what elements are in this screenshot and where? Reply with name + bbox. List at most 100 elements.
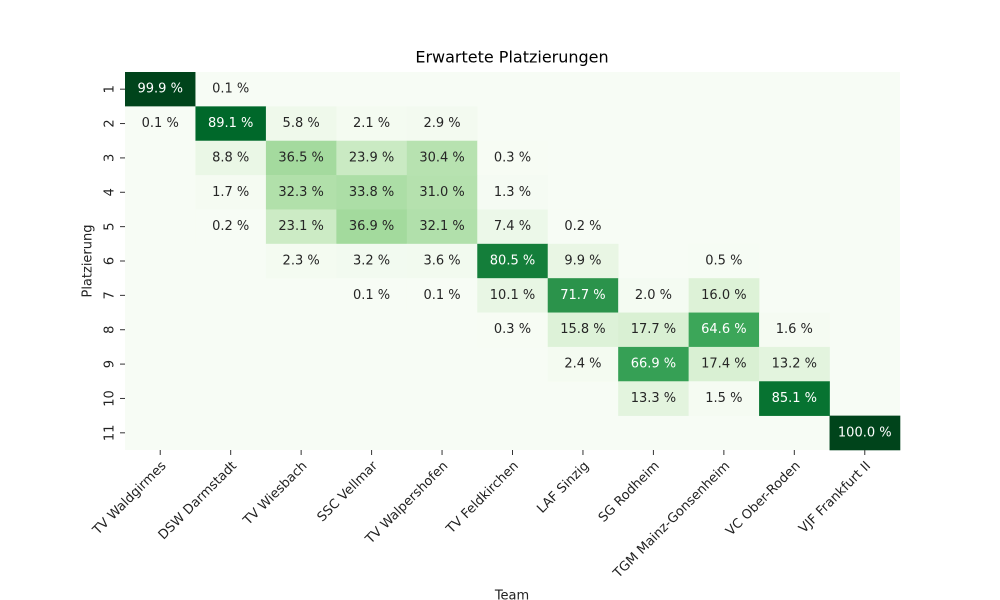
heatmap-cell bbox=[759, 381, 830, 416]
x-tick-label: SG Rodheim bbox=[596, 459, 663, 526]
cell-label: 80.5 % bbox=[490, 254, 535, 269]
cell-label: 85.1 % bbox=[772, 391, 817, 406]
heatmap-cell bbox=[547, 209, 619, 245]
heatmap-cell bbox=[195, 106, 267, 142]
x-tick-label: LAF Sinzig bbox=[534, 459, 592, 517]
cell-label: 13.3 % bbox=[631, 391, 676, 406]
heatmap-cell bbox=[406, 140, 478, 176]
chart-title: Erwartete Platzierungen bbox=[415, 48, 608, 67]
heatmap-cell bbox=[336, 106, 408, 142]
cell-label: 0.1 % bbox=[142, 116, 179, 131]
cell-label: 0.1 % bbox=[353, 288, 390, 303]
heatmap-cell bbox=[759, 312, 830, 348]
cell-label: 2.0 % bbox=[635, 288, 672, 303]
heatmap-cell bbox=[265, 140, 337, 176]
cell-label: 0.3 % bbox=[494, 322, 531, 337]
heatmap-cell bbox=[336, 278, 408, 313]
cell-label: 16.0 % bbox=[701, 288, 746, 303]
y-tick-label: 3 bbox=[103, 154, 118, 162]
x-tick-label: SSC Vellmar bbox=[315, 458, 382, 525]
heatmap-cell bbox=[688, 346, 760, 382]
cell-label: 31.0 % bbox=[419, 185, 464, 200]
cell-label: 23.1 % bbox=[278, 219, 323, 234]
x-tick-label: TGM Mainz-Gonsenheim bbox=[610, 459, 733, 582]
cell-label: 8.8 % bbox=[212, 150, 249, 165]
y-tick-label: 10 bbox=[103, 390, 118, 407]
cell-label: 1.5 % bbox=[705, 391, 742, 406]
cell-label: 3.2 % bbox=[353, 254, 390, 269]
y-tick-label: 5 bbox=[103, 222, 118, 230]
y-tick-label: 2 bbox=[103, 119, 118, 127]
cell-label: 1.6 % bbox=[776, 322, 813, 337]
heatmap-cell bbox=[477, 175, 549, 210]
heatmap-cell bbox=[688, 312, 760, 348]
cell-label: 2.1 % bbox=[353, 116, 390, 131]
y-tick-label: 8 bbox=[103, 326, 118, 334]
cell-label: 13.2 % bbox=[772, 357, 817, 372]
heatmap-cell bbox=[618, 346, 689, 382]
x-axis-label: Team bbox=[494, 589, 529, 600]
heatmap-cell bbox=[406, 106, 478, 142]
heatmap-cell bbox=[547, 346, 619, 382]
cell-label: 2.9 % bbox=[423, 116, 460, 131]
cell-label: 2.3 % bbox=[283, 254, 320, 269]
cell-label: 0.1 % bbox=[423, 288, 460, 303]
cell-label: 10.1 % bbox=[490, 288, 535, 303]
cell-label: 17.4 % bbox=[701, 357, 746, 372]
heatmap-cell bbox=[195, 209, 267, 245]
heatmap-cell bbox=[195, 140, 267, 176]
cell-label: 0.2 % bbox=[564, 219, 601, 234]
y-tick-label: 6 bbox=[103, 257, 118, 265]
cell-label: 89.1 % bbox=[208, 116, 253, 131]
heatmap-cell bbox=[618, 381, 689, 416]
cell-label: 0.1 % bbox=[212, 82, 249, 97]
cell-label: 99.9 % bbox=[138, 82, 183, 97]
heatmap-cell bbox=[547, 278, 619, 313]
cell-label: 1.7 % bbox=[212, 185, 249, 200]
cell-label: 0.2 % bbox=[212, 219, 249, 234]
cell-label: 5.8 % bbox=[283, 116, 320, 131]
heatmap-cell bbox=[336, 209, 408, 245]
y-axis-label: Platzierung bbox=[81, 224, 96, 297]
cell-label: 71.7 % bbox=[560, 288, 605, 303]
cell-label: 36.5 % bbox=[278, 150, 323, 165]
heatmap-cell bbox=[618, 278, 689, 313]
heatmap-cell bbox=[265, 106, 337, 142]
x-tick-label: VJF Frankfurt II bbox=[796, 459, 874, 537]
x-tick-label: TV Waldgirmes bbox=[89, 459, 169, 539]
cell-label: 15.8 % bbox=[560, 322, 605, 337]
heatmap-cell bbox=[618, 312, 689, 348]
cell-label: 66.9 % bbox=[631, 357, 676, 372]
heatmap-cell bbox=[547, 312, 619, 348]
heatmap-cell bbox=[547, 243, 619, 279]
heatmap-cell bbox=[477, 140, 549, 176]
heatmap-cell bbox=[336, 140, 408, 176]
cell-label: 3.6 % bbox=[423, 254, 460, 269]
y-tick-label: 7 bbox=[103, 291, 118, 299]
heatmap-cell bbox=[688, 381, 760, 416]
heatmap-cell bbox=[125, 106, 196, 142]
heatmap-cell bbox=[759, 346, 830, 382]
heatmap-cell bbox=[477, 312, 549, 348]
heatmap-cell bbox=[406, 243, 478, 279]
x-tick-label: TV Wiesbach bbox=[240, 459, 310, 529]
y-tick-label: 4 bbox=[103, 188, 118, 196]
heatmap-cell bbox=[477, 278, 549, 313]
heatmap-cell bbox=[336, 243, 408, 279]
x-tick-label: TV Feldkirchen bbox=[443, 459, 522, 538]
y-tick-label: 1 bbox=[103, 85, 118, 93]
cell-label: 36.9 % bbox=[349, 219, 394, 234]
heatmap-cell bbox=[265, 209, 337, 245]
cell-label: 64.6 % bbox=[701, 322, 746, 337]
cell-label: 32.3 % bbox=[278, 185, 323, 200]
cell-label: 0.3 % bbox=[494, 150, 531, 165]
x-tick-label: VC Ober-Roden bbox=[723, 459, 803, 539]
heatmap-cell bbox=[477, 209, 549, 245]
x-tick-label: DSW Darmstadt bbox=[156, 459, 240, 543]
heatmap-cell bbox=[125, 72, 196, 107]
cell-label: 23.9 % bbox=[349, 150, 394, 165]
cell-label: 2.4 % bbox=[564, 357, 601, 372]
cell-label: 100.0 % bbox=[838, 425, 892, 440]
heatmap-cell bbox=[195, 175, 267, 210]
